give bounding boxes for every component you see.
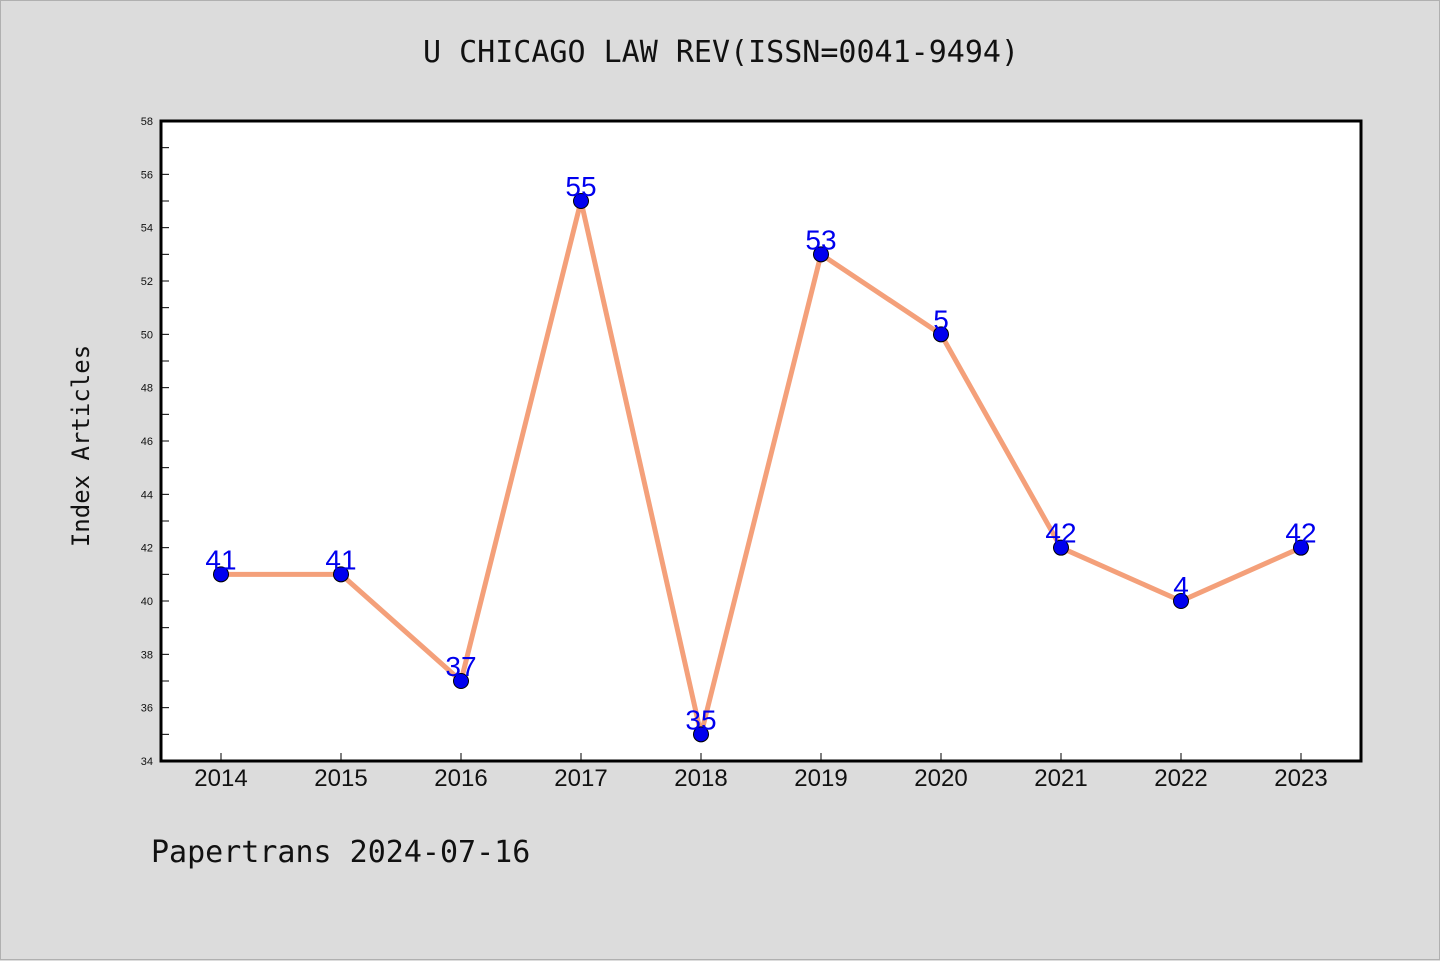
data-label: 42 [1045, 518, 1076, 549]
x-tick-label: 2015 [314, 765, 367, 792]
y-tick-label: 48 [141, 383, 153, 395]
y-tick-label: 38 [141, 649, 153, 661]
data-point [1293, 539, 1309, 556]
data-label: 41 [325, 544, 356, 575]
data-point [933, 326, 949, 343]
x-tick-label: 2023 [1274, 765, 1327, 792]
plot-area [161, 121, 1361, 761]
x-tick-label: 2017 [554, 765, 607, 792]
x-tick-label: 2014 [194, 765, 247, 792]
data-label: 37 [445, 651, 476, 682]
y-tick-label: 34 [141, 756, 153, 768]
data-point [213, 566, 229, 583]
data-point [813, 246, 829, 263]
y-tick-label: 58 [141, 116, 153, 128]
data-label: 41 [205, 544, 236, 575]
y-tick-label: 46 [141, 436, 153, 448]
y-tick-label: 40 [141, 596, 153, 608]
data-point [1053, 539, 1069, 556]
data-point [693, 726, 709, 743]
data-label: 42 [1285, 518, 1316, 549]
series-line [221, 198, 1303, 737]
data-label: 5 [933, 304, 949, 335]
footer-credit: Papertrans 2024-07-16 [151, 835, 531, 870]
x-tick-label: 2018 [674, 765, 727, 792]
x-tick-label: 2020 [914, 765, 967, 792]
y-tick-label: 44 [141, 489, 153, 501]
x-tick-label: 2022 [1154, 765, 1207, 792]
chart-title: U CHICAGO LAW REV(ISSN=0041-9494) [422, 35, 1020, 70]
data-label: 53 [805, 224, 836, 255]
y-tick-label: 56 [141, 169, 153, 181]
data-label: 55 [565, 171, 596, 202]
plot-border [159, 119, 1363, 763]
data-label: 4 [1173, 571, 1189, 602]
data-point [453, 673, 469, 689]
x-tick-label: 2019 [794, 765, 847, 792]
x-tick-label: 2016 [434, 765, 487, 792]
y-tick-label: 54 [141, 223, 153, 235]
y-tick-label: 50 [141, 329, 153, 341]
x-tick-label: 2021 [1034, 765, 1087, 792]
data-label: 35 [685, 704, 716, 735]
y-tick-label: 52 [141, 276, 153, 288]
data-point [573, 193, 589, 209]
y-tick-label: 36 [141, 703, 153, 715]
data-point [1173, 593, 1189, 609]
y-tick-label: 42 [141, 543, 153, 555]
data-point [333, 566, 349, 583]
